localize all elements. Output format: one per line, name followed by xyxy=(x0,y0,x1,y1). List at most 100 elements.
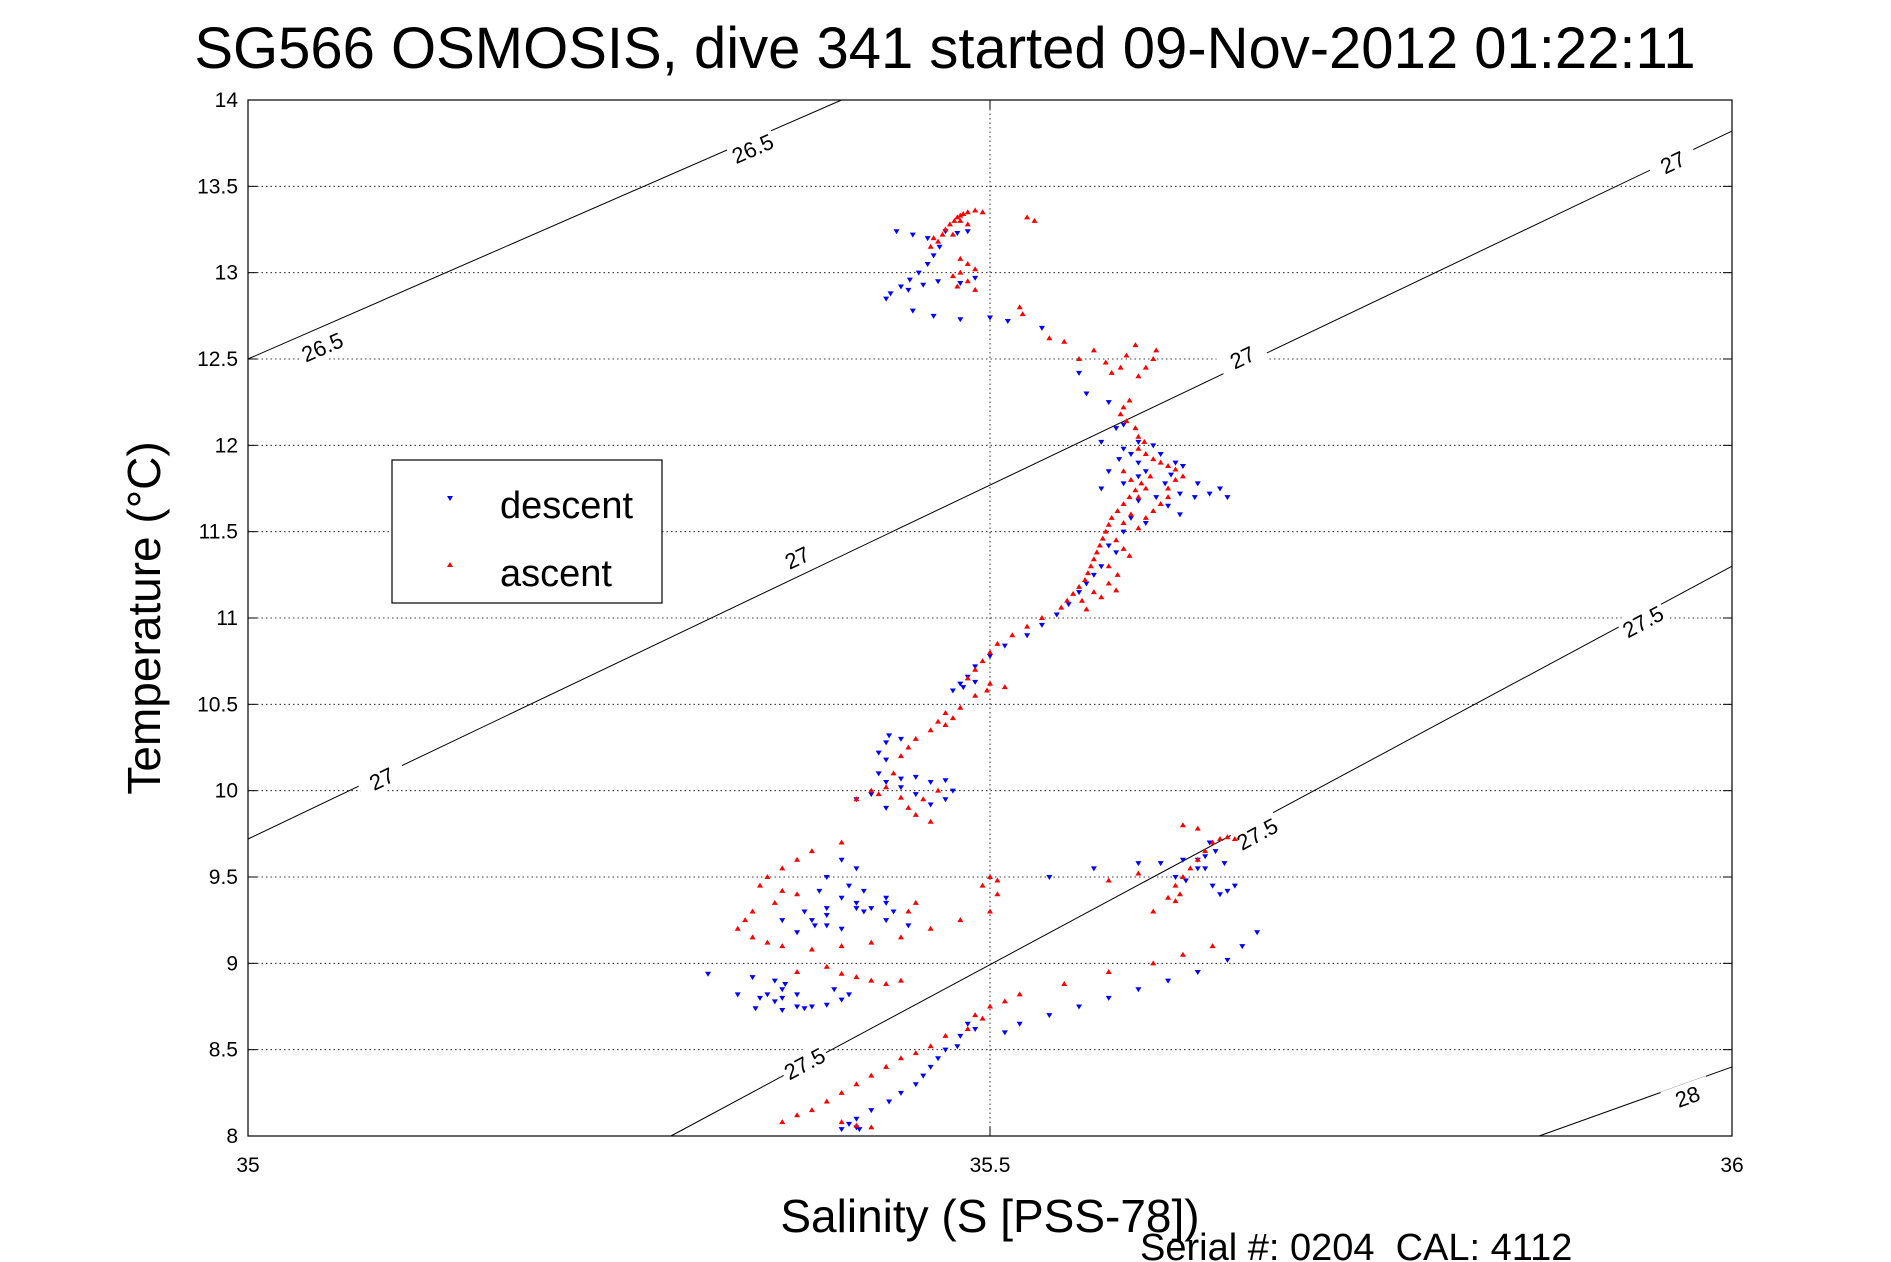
ascent-point xyxy=(987,649,993,655)
ascent-point xyxy=(853,1122,860,1128)
descent-point xyxy=(886,733,893,739)
y-tick-labels: 8 8.5 9 9.5 10 10.5 11 11.5 12 12.5 13 13.5 14 xyxy=(197,89,238,1148)
descent-point xyxy=(1135,987,1142,993)
ascent-point xyxy=(1019,311,1026,317)
plot-frame xyxy=(247,99,1733,1137)
ascent-point xyxy=(1157,501,1164,507)
descent-point xyxy=(942,778,949,784)
descent-point xyxy=(1004,319,1011,325)
ascent-point xyxy=(1114,571,1121,577)
legend-descent-label: descent xyxy=(500,485,634,527)
ascent-point xyxy=(951,217,958,223)
ascent-point xyxy=(1135,373,1142,379)
ascent-point xyxy=(1135,445,1142,451)
descent-point xyxy=(1194,866,1201,872)
ascent-point xyxy=(920,796,927,802)
ascent-point xyxy=(1105,521,1112,527)
descent-point xyxy=(1224,495,1231,501)
ascent-point xyxy=(964,209,971,215)
descent-point xyxy=(771,999,778,1005)
descent-point xyxy=(1083,581,1090,587)
descent-point xyxy=(972,1026,979,1032)
descent-point xyxy=(779,1007,786,1013)
descent-point xyxy=(808,1004,815,1010)
ascent-point xyxy=(942,1032,949,1038)
descent-point xyxy=(906,277,913,283)
ascent-point xyxy=(1090,347,1097,353)
ascent-point xyxy=(912,899,919,905)
descent-point xyxy=(1202,854,1209,860)
descent-point xyxy=(954,230,961,236)
descent-point xyxy=(1153,495,1160,501)
contour-label-bg xyxy=(777,1040,832,1087)
descent-point xyxy=(935,279,942,285)
legend-ascent-marker xyxy=(447,562,453,567)
contour-label-bg xyxy=(1660,1075,1715,1117)
descent-point xyxy=(875,771,882,777)
x-tick-labels: 35 35.5 36 xyxy=(236,1154,1743,1177)
ascent-point xyxy=(1135,494,1142,500)
descent-point xyxy=(912,774,919,780)
descent-point xyxy=(987,653,993,659)
ascent-point xyxy=(1120,545,1127,551)
descent-point xyxy=(1120,529,1127,535)
descent-point xyxy=(749,975,756,981)
descent-point xyxy=(823,875,830,880)
contour-label-bg xyxy=(354,756,409,801)
ascent-point xyxy=(875,791,882,797)
ascent-point xyxy=(1132,425,1139,431)
ascent-point xyxy=(994,640,1001,646)
descent-point xyxy=(860,888,867,894)
ascent-point xyxy=(897,753,904,759)
ascent-point xyxy=(1127,476,1134,482)
ascent-point xyxy=(868,939,875,945)
descent-point xyxy=(1168,472,1175,478)
descent-point xyxy=(853,906,860,912)
descent-point xyxy=(1162,481,1169,487)
descent-point xyxy=(883,895,890,901)
descent-point xyxy=(853,1116,860,1122)
descent-point xyxy=(1142,521,1149,527)
descent-point xyxy=(1038,325,1045,331)
descent-point xyxy=(987,315,993,321)
ascent-point xyxy=(957,917,964,923)
descent-point xyxy=(752,1006,759,1012)
descent-point xyxy=(964,1021,971,1027)
ascent-point xyxy=(957,704,964,710)
ascent-point xyxy=(1153,347,1160,353)
ascent-point xyxy=(868,1072,875,1078)
contour-label-bg xyxy=(769,535,825,580)
ascent-point xyxy=(1126,552,1133,558)
ascent-point xyxy=(1099,535,1106,541)
ascent-point xyxy=(1142,450,1149,456)
descent-point xyxy=(957,1033,964,1039)
ascent-point xyxy=(1120,520,1127,526)
ascent-point xyxy=(1126,397,1133,403)
ascent-point xyxy=(1150,960,1157,966)
descent-point xyxy=(954,1044,961,1050)
descent-point xyxy=(1172,875,1179,880)
ascent-point xyxy=(954,283,961,289)
descent-point xyxy=(886,1099,893,1105)
contour-label-bg xyxy=(725,126,780,170)
descent-point xyxy=(823,923,830,929)
ascent-point xyxy=(1024,623,1031,629)
ascent-point xyxy=(927,727,934,733)
y-tick-label: 11 xyxy=(216,607,238,630)
ascent-point xyxy=(946,221,953,227)
ascent-point xyxy=(1135,433,1142,439)
descent-point xyxy=(764,992,771,998)
descent-point xyxy=(1120,422,1127,428)
descent-point xyxy=(1113,550,1120,556)
ascent-point xyxy=(994,877,1001,883)
y-tick-label: 14 xyxy=(215,89,239,112)
descent-point xyxy=(1046,1013,1053,1019)
y-tick-label: 9.5 xyxy=(209,866,238,889)
descent-point xyxy=(1176,512,1183,518)
ascent-point xyxy=(853,1081,860,1087)
ascent-point xyxy=(1187,865,1194,871)
ascent-point xyxy=(1179,874,1186,879)
descent-point xyxy=(1001,643,1008,649)
descent-point xyxy=(831,987,838,993)
